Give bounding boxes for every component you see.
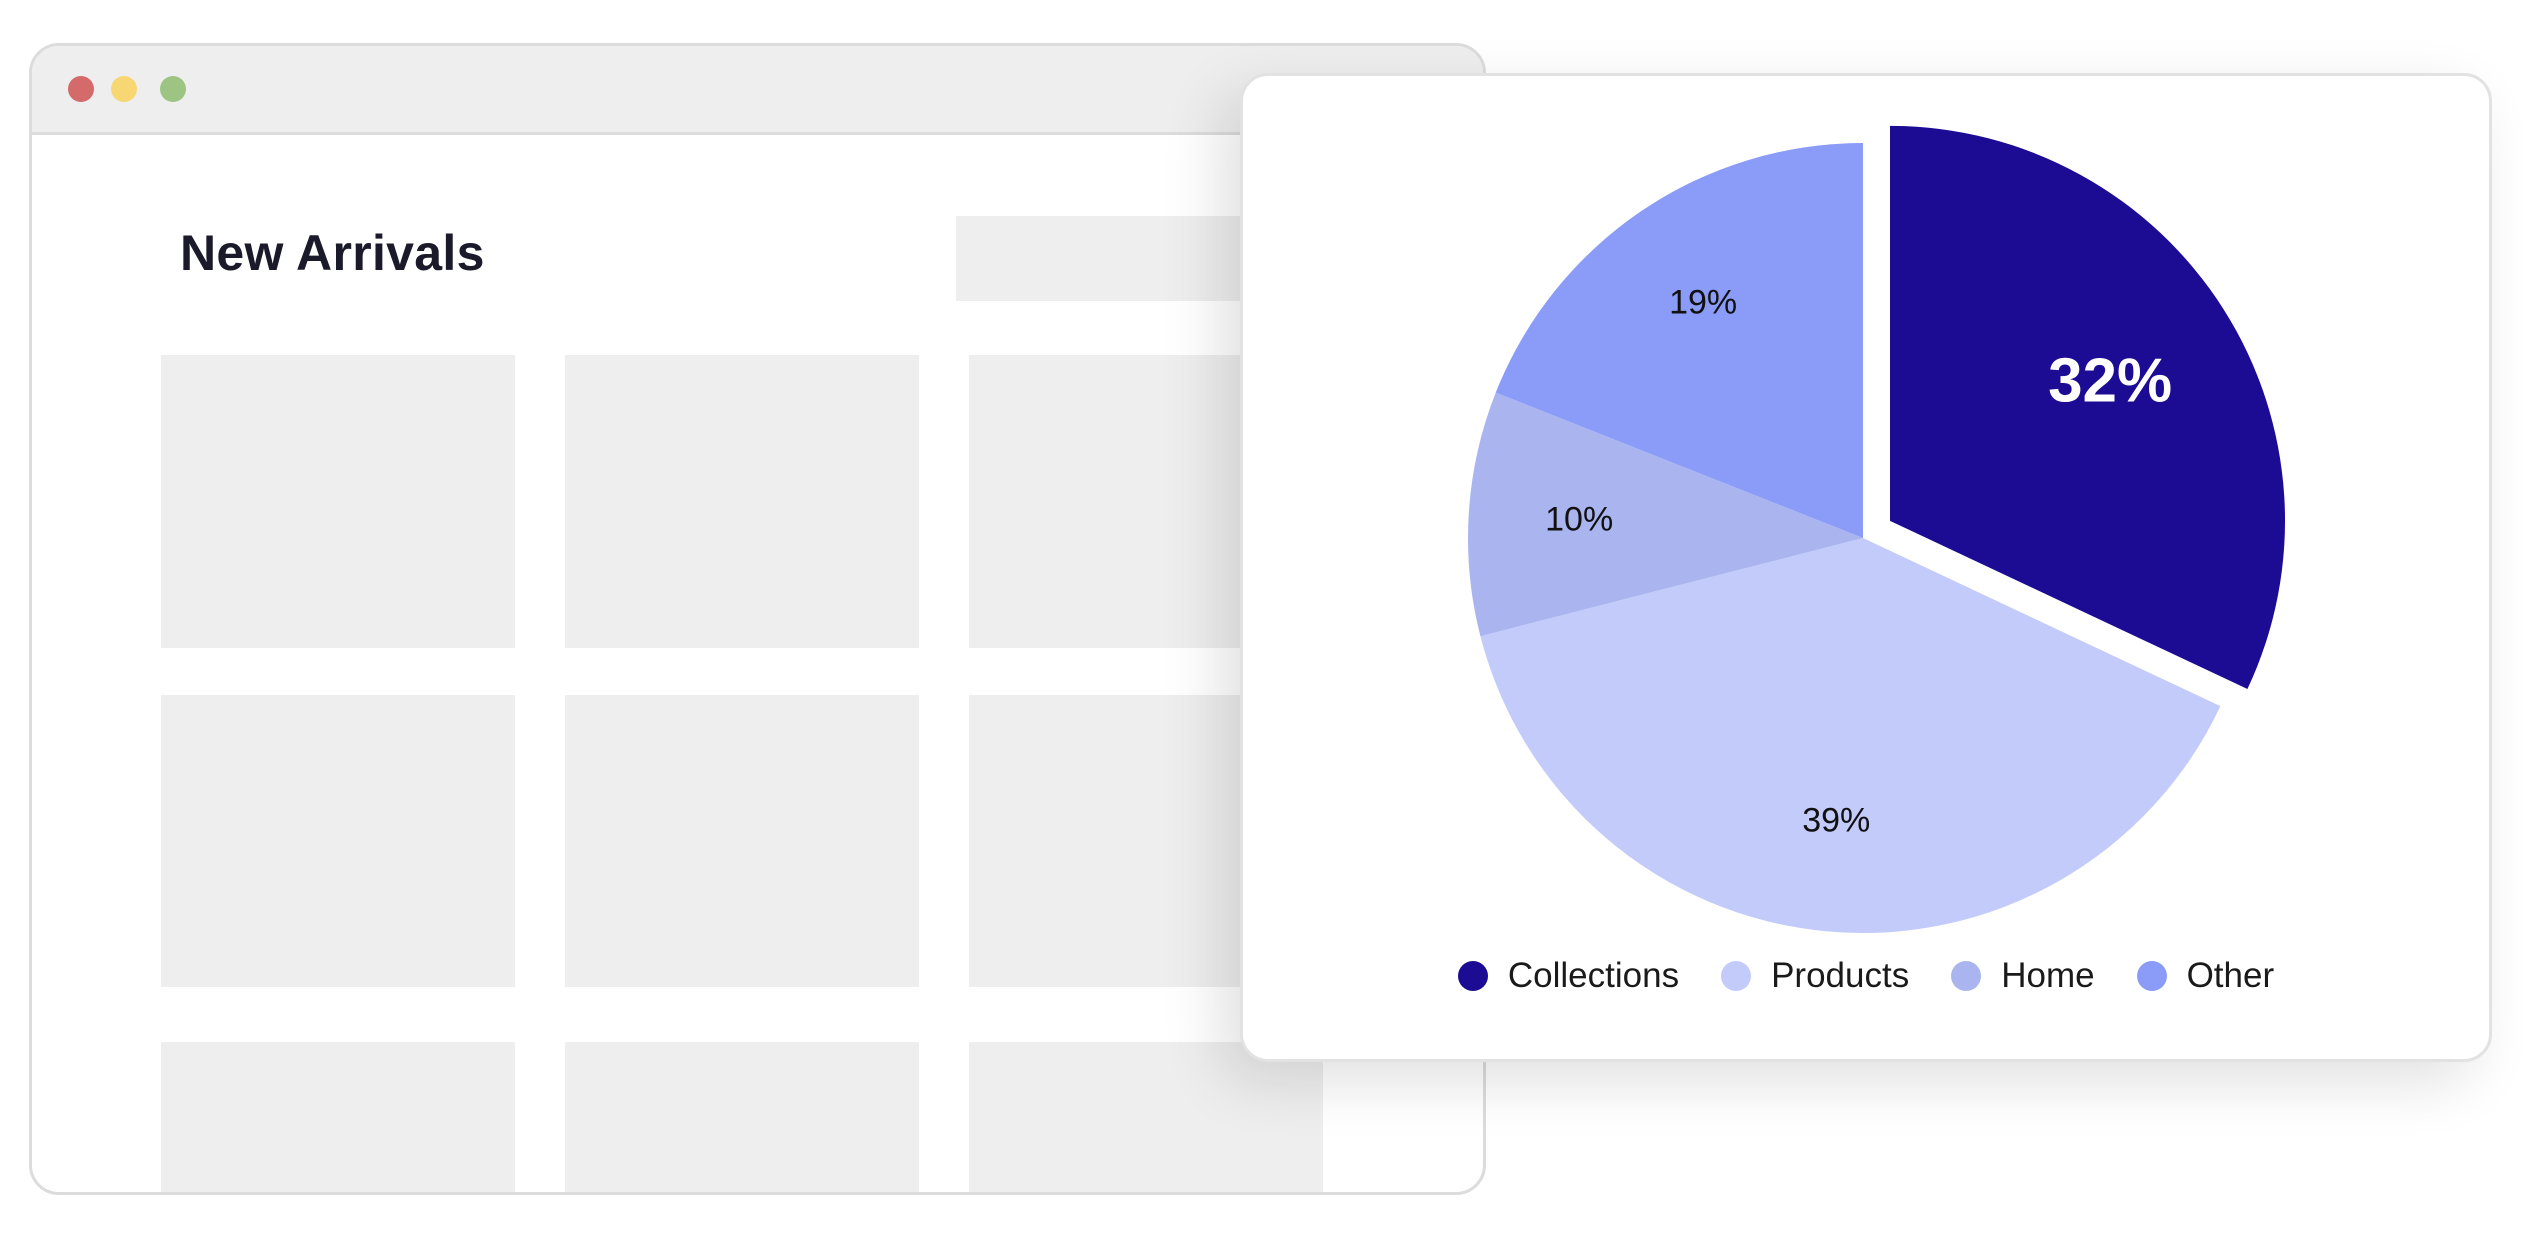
legend-item-other[interactable]: Other (2136, 956, 2275, 996)
slice-label-home: 10% (1545, 500, 1614, 539)
product-tile[interactable] (161, 695, 515, 987)
page-title: New Arrivals (180, 225, 485, 281)
slice-label-products: 39% (1802, 801, 1871, 840)
legend-swatch-icon (1721, 961, 1752, 991)
legend-label: Home (2001, 956, 2095, 995)
product-tile[interactable] (969, 1042, 1323, 1192)
product-tile[interactable] (565, 695, 919, 987)
pie-slice-collections[interactable] (1890, 125, 2286, 690)
maximize-window-button[interactable] (160, 76, 186, 102)
product-tile[interactable] (161, 355, 515, 648)
slice-label-other: 19% (1669, 283, 1738, 322)
chart-legend: Collections Products Home Other (1243, 956, 2489, 996)
legend-swatch-icon (2136, 961, 2167, 991)
legend-label: Other (2186, 956, 2275, 995)
pie-slice-other[interactable] (1495, 143, 1863, 538)
legend-swatch-icon (1457, 961, 1488, 991)
pie-chart (1468, 125, 2286, 933)
legend-label: Products (1771, 956, 1910, 995)
legend-item-products[interactable]: Products (1721, 956, 1909, 996)
pie-slice-products[interactable] (1480, 538, 2221, 933)
product-tile[interactable] (565, 355, 919, 648)
minimize-window-button[interactable] (111, 76, 137, 102)
legend-item-home[interactable]: Home (1951, 956, 2095, 996)
slice-label-collections: 32% (2048, 346, 2173, 416)
product-tile[interactable] (565, 1042, 919, 1192)
chart-card: 32% 39% 10% 19% Collections Products Home Othe… (1240, 73, 2492, 1062)
close-window-button[interactable] (68, 76, 94, 102)
product-tile[interactable] (161, 1042, 515, 1192)
legend-item-collections[interactable]: Collections (1457, 956, 1680, 996)
legend-label: Collections (1507, 956, 1680, 995)
legend-swatch-icon (1951, 961, 1982, 991)
pie-slice-home[interactable] (1468, 392, 1863, 637)
